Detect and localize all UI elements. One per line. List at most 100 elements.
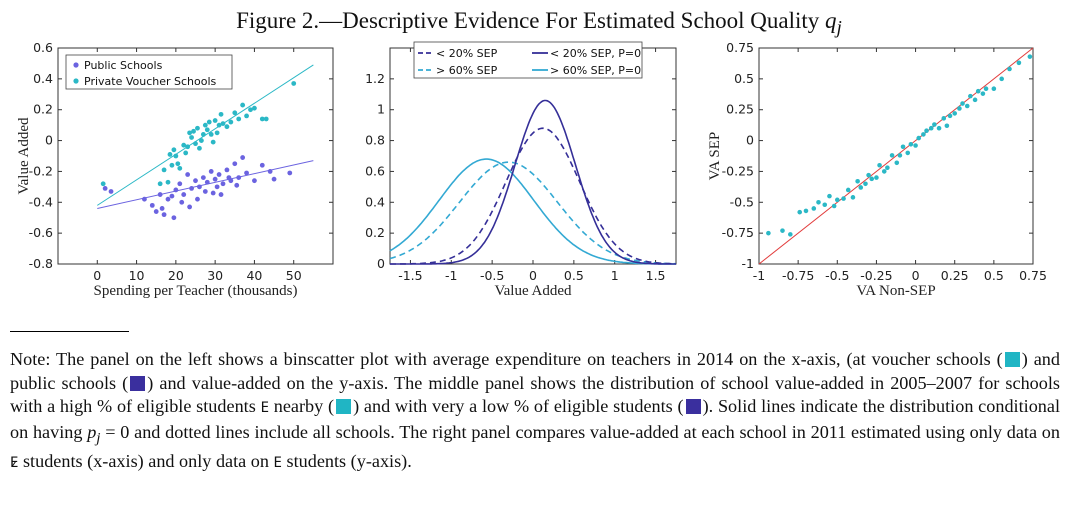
data-point [236,175,242,181]
data-point [952,111,958,116]
x-tick-label: 0.25 [941,268,969,283]
data-point [218,111,224,117]
figure-title: Figure 2.—Descriptive Evidence For Estim… [0,8,1078,40]
data-point [259,116,265,122]
data-point [850,195,856,200]
y-tick-label: -0.25 [722,163,754,178]
density-line-0 [390,127,676,265]
data-point [831,203,837,209]
low-sep-swatch [685,399,701,415]
data-point [947,113,953,119]
legend-label: Public Schools [84,59,163,72]
x-tick-label: 0.5 [564,268,584,283]
data-point [228,119,234,125]
data-point [171,215,177,221]
legend-label: Private Voucher Schools [84,75,217,88]
data-point [197,184,202,190]
data-point [153,209,159,214]
data-point [928,125,934,131]
data-point [788,232,793,237]
data-point [210,190,216,196]
data-point [224,124,230,130]
data-point [941,116,947,121]
legend-marker [73,78,79,84]
legend-box [65,54,233,90]
density-line-3 [389,158,676,265]
x-axis-label: Spending per Teacher (thousands) [93,283,297,299]
data-point [999,76,1004,82]
data-point [834,197,840,203]
data-point [202,122,208,128]
data-point [900,144,906,150]
high-sep-swatch [336,399,352,415]
data-point [169,193,175,199]
data-point [271,176,277,182]
y-tick-label: 0.4 [365,194,385,209]
data-point [960,101,965,106]
y-tick-label: -0.4 [29,194,53,209]
y-tick-label: 0 [746,133,754,148]
reference-line [758,47,1034,265]
data-point [897,153,903,158]
data-point [102,186,108,191]
data-point [108,189,114,194]
data-point [173,153,179,159]
x-tick-label: -0.5 [825,268,849,283]
data-point [218,192,224,197]
x-tick-label: -0.25 [860,268,892,283]
data-point [841,196,846,201]
footnote-rule [10,331,129,332]
data-point [855,179,860,184]
y-tick-label: 0.6 [33,40,53,55]
figure-title-text: Figure 2.—Descriptive Evidence For Estim… [236,8,820,33]
data-point [905,150,911,156]
data-point [181,142,187,148]
data-point [232,161,238,167]
data-point [885,165,890,171]
fit-line-0 [97,160,314,209]
data-point [980,91,986,96]
x-axis-label: VA Non-SEP [856,283,935,299]
data-point [224,167,230,173]
plot-frame [389,47,677,265]
data-point [944,123,950,129]
y-tick-label: 0.2 [33,102,53,117]
data-point [991,86,997,92]
data-point [200,175,206,181]
data-point [858,185,864,190]
y-tick-label: -0.6 [29,225,53,240]
data-point [232,110,238,116]
x-tick-label: -0.75 [782,268,814,283]
x-tick-label: 30 [207,268,223,283]
data-point [816,199,821,205]
data-point [220,181,226,187]
data-point [1007,66,1012,72]
x-tick-label: 1.5 [646,268,666,283]
x-tick-label: -1.5 [398,268,422,283]
data-point [189,186,194,191]
data-point [220,121,226,126]
x-tick-label: -0.5 [480,268,504,283]
voucher-swatch [1004,352,1020,367]
x-tick-label: -1 [753,268,765,283]
data-point [874,175,879,180]
data-point [189,135,194,140]
data-point [157,181,163,187]
data-point [1016,60,1022,66]
data-point [216,172,222,177]
legend-marker [73,62,79,68]
figure-title-symbol: qj [825,8,842,39]
data-point [866,172,871,178]
figure-note: Note: The panel on the left shows a bins… [10,349,1061,472]
x-tick-label: 0 [93,268,101,283]
public-swatch [130,375,146,391]
plot-frame [57,47,334,265]
y-tick-label: -1 [742,256,754,271]
x-tick-label: 0.75 [1019,268,1047,283]
data-point [210,139,216,145]
data-point [267,169,273,174]
eligible-symbol-2: E [273,455,282,472]
data-point [191,128,196,134]
data-point [964,103,970,109]
data-point [975,88,981,94]
